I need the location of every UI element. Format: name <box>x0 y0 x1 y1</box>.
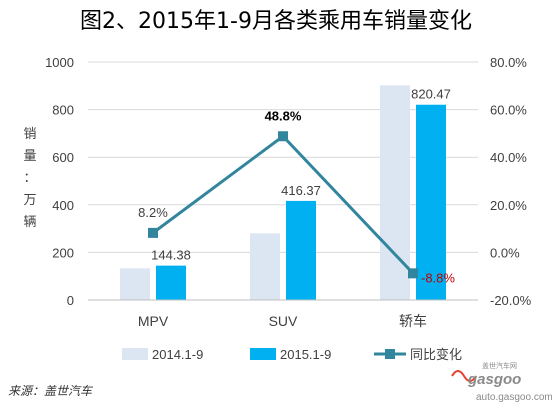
yoy-data-label: -8.8% <box>421 270 455 285</box>
yoy-data-label: 48.8% <box>265 108 302 123</box>
y-tick-label: 0 <box>67 293 74 308</box>
yoy-marker <box>278 131 288 142</box>
y2-tick-label: 60.0% <box>490 103 527 118</box>
y2-tick-label: 0.0% <box>490 245 520 260</box>
watermark-url: auto.gasgoo.com <box>476 392 552 403</box>
y-axis-label-char: 销 <box>23 127 36 142</box>
legend-label: 同比变化 <box>410 347 462 362</box>
watermark-tagline: 盖世汽车网 <box>482 361 517 370</box>
legend-marker-swatch <box>385 349 395 359</box>
y-tick-label: 800 <box>52 103 74 118</box>
y-axis-label-char: ： <box>23 171 36 186</box>
y-axis-label: 销量 ： 万辆 <box>23 127 36 230</box>
line-series: 8.2% 48.8% -8.8% <box>138 108 455 285</box>
bar-data-label: 416.37 <box>281 183 321 198</box>
yoy-marker <box>408 268 418 279</box>
yoy-data-label: 8.2% <box>138 205 168 220</box>
bar-data-label: 144.38 <box>151 248 191 263</box>
y-axis-label-char: 万 <box>23 193 36 208</box>
y2-tick-label: -20.0% <box>490 293 532 308</box>
yoy-marker <box>148 227 158 238</box>
legend-label: 2014.1-9 <box>152 347 203 362</box>
bar-2014 <box>380 85 410 300</box>
y-axis-label-char: 量 <box>23 149 36 164</box>
legend-label: 2015.1-9 <box>280 347 331 362</box>
axes: 0 200 400 600 800 1000 -20.0% 0.0% 20.0% 40.0% 60.… <box>45 55 532 329</box>
bar-2015 <box>416 104 446 300</box>
legend-swatch <box>250 348 276 360</box>
x-tick-label: SUV <box>269 313 298 329</box>
bar-series: 144.38 416.37 820.47 <box>120 85 451 300</box>
gasgoo-watermark: 盖世汽车网 gasgoo auto.gasgoo.com <box>451 361 552 403</box>
legend: 2014.1-9 2015.1-9 同比变化 <box>122 347 462 362</box>
y2-tick-label: 80.0% <box>490 55 527 70</box>
source-note: 来源：盖世汽车 <box>8 384 94 398</box>
y-axis-label-char: 辆 <box>23 215 36 230</box>
y2-tick-label: 40.0% <box>490 150 527 165</box>
x-tick-label: 轿车 <box>399 313 427 329</box>
legend-swatch <box>122 348 148 360</box>
y-tick-label: 400 <box>52 198 74 213</box>
gasgoo-logo-swoosh <box>451 370 477 382</box>
y2-tick-label: 20.0% <box>490 198 527 213</box>
y-tick-label: 1000 <box>45 55 74 70</box>
watermark-logo-text: gasgoo <box>467 371 521 388</box>
chart-title: 图2、2015年1-9月各类乘用车销量变化 <box>80 9 472 34</box>
bar-2015 <box>286 200 316 300</box>
bar-2015 <box>156 265 186 300</box>
y-tick-label: 200 <box>52 245 74 260</box>
x-tick-label: MPV <box>138 313 169 329</box>
bar-data-label: 820.47 <box>411 87 451 102</box>
y-tick-label: 600 <box>52 150 74 165</box>
bar-2014 <box>120 268 150 300</box>
bar-2014 <box>250 233 280 300</box>
